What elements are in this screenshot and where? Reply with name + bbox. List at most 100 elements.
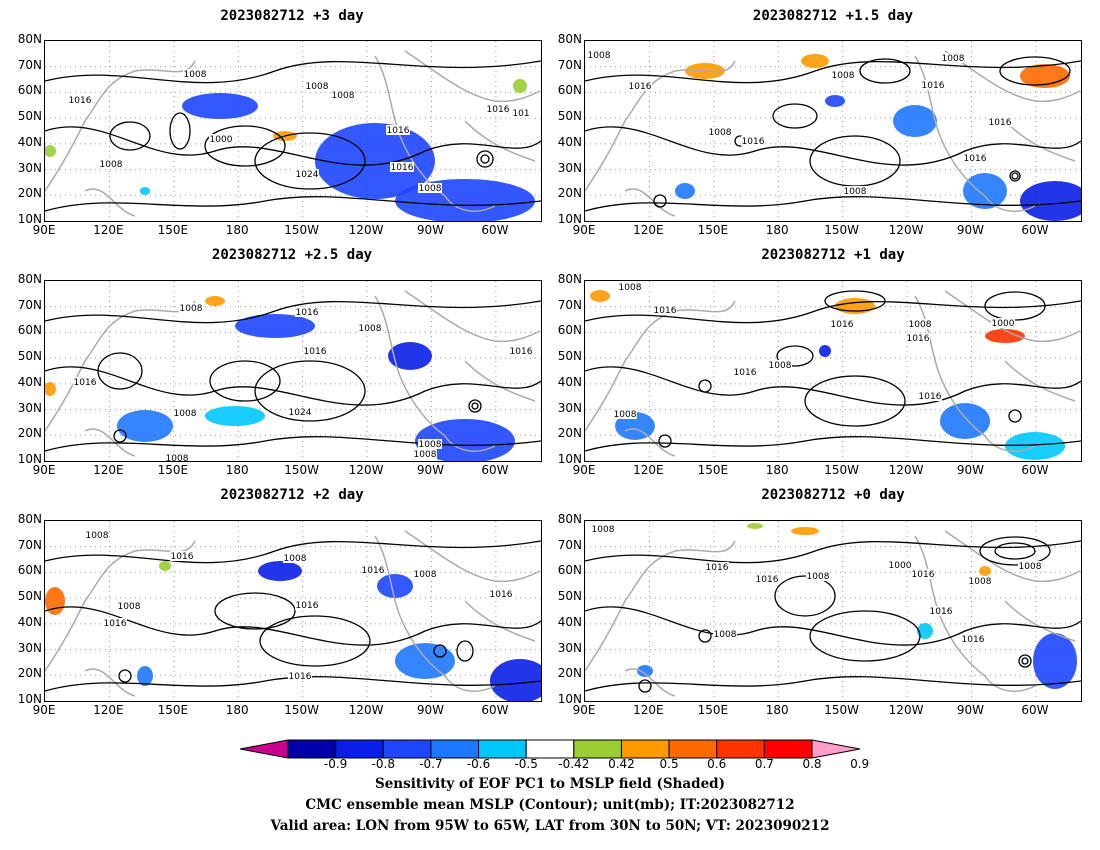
contour-label: 1016 (171, 552, 194, 562)
map-area: 1008 1016 1008 1016 1016 1008 1000 1016 1016 1008 (584, 280, 1082, 462)
lon-tick-label: 120E (93, 463, 124, 477)
colorbar-label: -0.5 (514, 757, 538, 771)
panel-title: 2023082712 +2.5 day (211, 247, 373, 263)
colorbar-label: 0.42 (608, 757, 635, 771)
mslp-contour (204, 125, 286, 167)
coastline (84, 668, 136, 697)
colorbar-swatch (430, 739, 480, 759)
contour-label-bg (288, 671, 312, 681)
lat-tick-label: 10N (17, 452, 42, 466)
mslp-contour (999, 56, 1071, 86)
contour-label-bg (830, 319, 854, 329)
map-area: 1008 1016 1008 1016 1008 1008 1016 1016 1008 1016 (584, 40, 1082, 222)
mslp-contour (585, 606, 1081, 646)
lon-tick-label: 90E (572, 223, 596, 237)
contour-label-bg (509, 346, 533, 356)
contour-label-bg (613, 409, 637, 419)
coastline (585, 60, 736, 192)
contour-label: 1016 (296, 308, 319, 318)
lat-tick-label: 10N (17, 692, 42, 706)
sensitivity-shading (205, 406, 265, 426)
contour-label-bg (173, 408, 197, 418)
contour-label: 1016 (756, 575, 779, 585)
mslp-contour (1021, 657, 1029, 665)
lat-tick-label: 80N (17, 512, 42, 526)
coastline (585, 300, 736, 432)
coastline (404, 50, 541, 103)
lon-tick-label: 120W (348, 703, 384, 717)
lat-tick-label: 20N (557, 186, 582, 201)
lat-tick-label: 80N (557, 512, 582, 526)
lat-tick-label: 50N (17, 589, 42, 604)
colorbar-swatch (382, 739, 432, 759)
contour-label: 1008 (359, 324, 382, 334)
mslp-contour (97, 352, 143, 390)
coastline (914, 55, 1036, 212)
contour-label-bg (68, 95, 92, 105)
contour-label-bg (73, 377, 97, 387)
lon-tick-label: 60W (1021, 463, 1049, 477)
mslp-contour (698, 379, 712, 393)
contour-label: 1016 (922, 81, 945, 91)
lon-tick-label: 150W (824, 703, 860, 717)
sensitivity-shading (963, 173, 1007, 209)
contour-label: 1016 (919, 392, 942, 402)
lon-tick-label: 120W (888, 463, 924, 477)
sensitivity-shading (415, 419, 515, 461)
contour-label: 1016 (930, 607, 953, 617)
lat-tick-label: 80N (17, 272, 42, 286)
contour-label: 1008 (614, 410, 637, 420)
lon-tick-label: 90W (956, 703, 985, 717)
mslp-contour (45, 540, 541, 564)
lat-tick-label: 10N (557, 212, 582, 226)
coastline (624, 188, 676, 217)
contour-label: 1008 (592, 525, 615, 535)
mslp-contour (259, 615, 371, 667)
contour-label: 1008 (909, 320, 932, 330)
sensitivity-shading (985, 329, 1025, 343)
contour-label: 1016 (964, 154, 987, 164)
sensitivity-shading (137, 666, 153, 686)
coastline (464, 360, 536, 402)
contour-label: 1008 (419, 184, 442, 194)
coastline (1004, 600, 1076, 642)
sensitivity-shading (182, 93, 258, 119)
colorbar-label: -0.9 (323, 757, 348, 771)
mslp-contour (209, 360, 281, 402)
sensitivity-shading (917, 623, 933, 639)
contour-label-bg (331, 90, 355, 100)
lon-tick-label: 120E (93, 703, 124, 717)
colorbar-label: 0.8 (802, 757, 822, 771)
mslp-contour (585, 366, 1081, 406)
contour-label: 1008 (284, 554, 307, 564)
lat-tick-label: 70N (17, 537, 42, 552)
lat-tick-label: 40N (557, 134, 582, 149)
contour-label-bg (288, 407, 312, 417)
sensitivity-shading (45, 145, 56, 157)
contour-label: 1008 (709, 128, 732, 138)
contour-label-bg (489, 589, 513, 599)
contour-label-bg (418, 439, 442, 449)
lon-tick-label: 150W (284, 223, 320, 237)
lat-tick-label: 40N (17, 134, 42, 149)
lat-tick-label: 70N (557, 57, 582, 72)
mslp-contour (1011, 172, 1019, 180)
colorbar (239, 739, 861, 759)
lat-tick-label: 60N (557, 563, 582, 578)
contour-label-bg (418, 183, 442, 193)
contour-label-bg (921, 80, 945, 90)
contour-label-bg (413, 569, 437, 579)
lon-tick-label: 180 (225, 463, 249, 477)
contour-label: 1008 (332, 91, 355, 101)
contour-label-bg (831, 70, 855, 80)
mslp-contour (433, 644, 447, 658)
colorbar-swatch (716, 739, 765, 759)
contour-label-bg (963, 153, 987, 163)
mslp-contour (585, 436, 1081, 452)
contour-label: 1008 (414, 450, 437, 460)
mslp-contour (214, 592, 296, 630)
mslp-contour (804, 375, 906, 427)
contour-label: 1000 (210, 135, 233, 145)
contour-label-bg (906, 333, 930, 343)
contour-label-bg (509, 108, 533, 118)
